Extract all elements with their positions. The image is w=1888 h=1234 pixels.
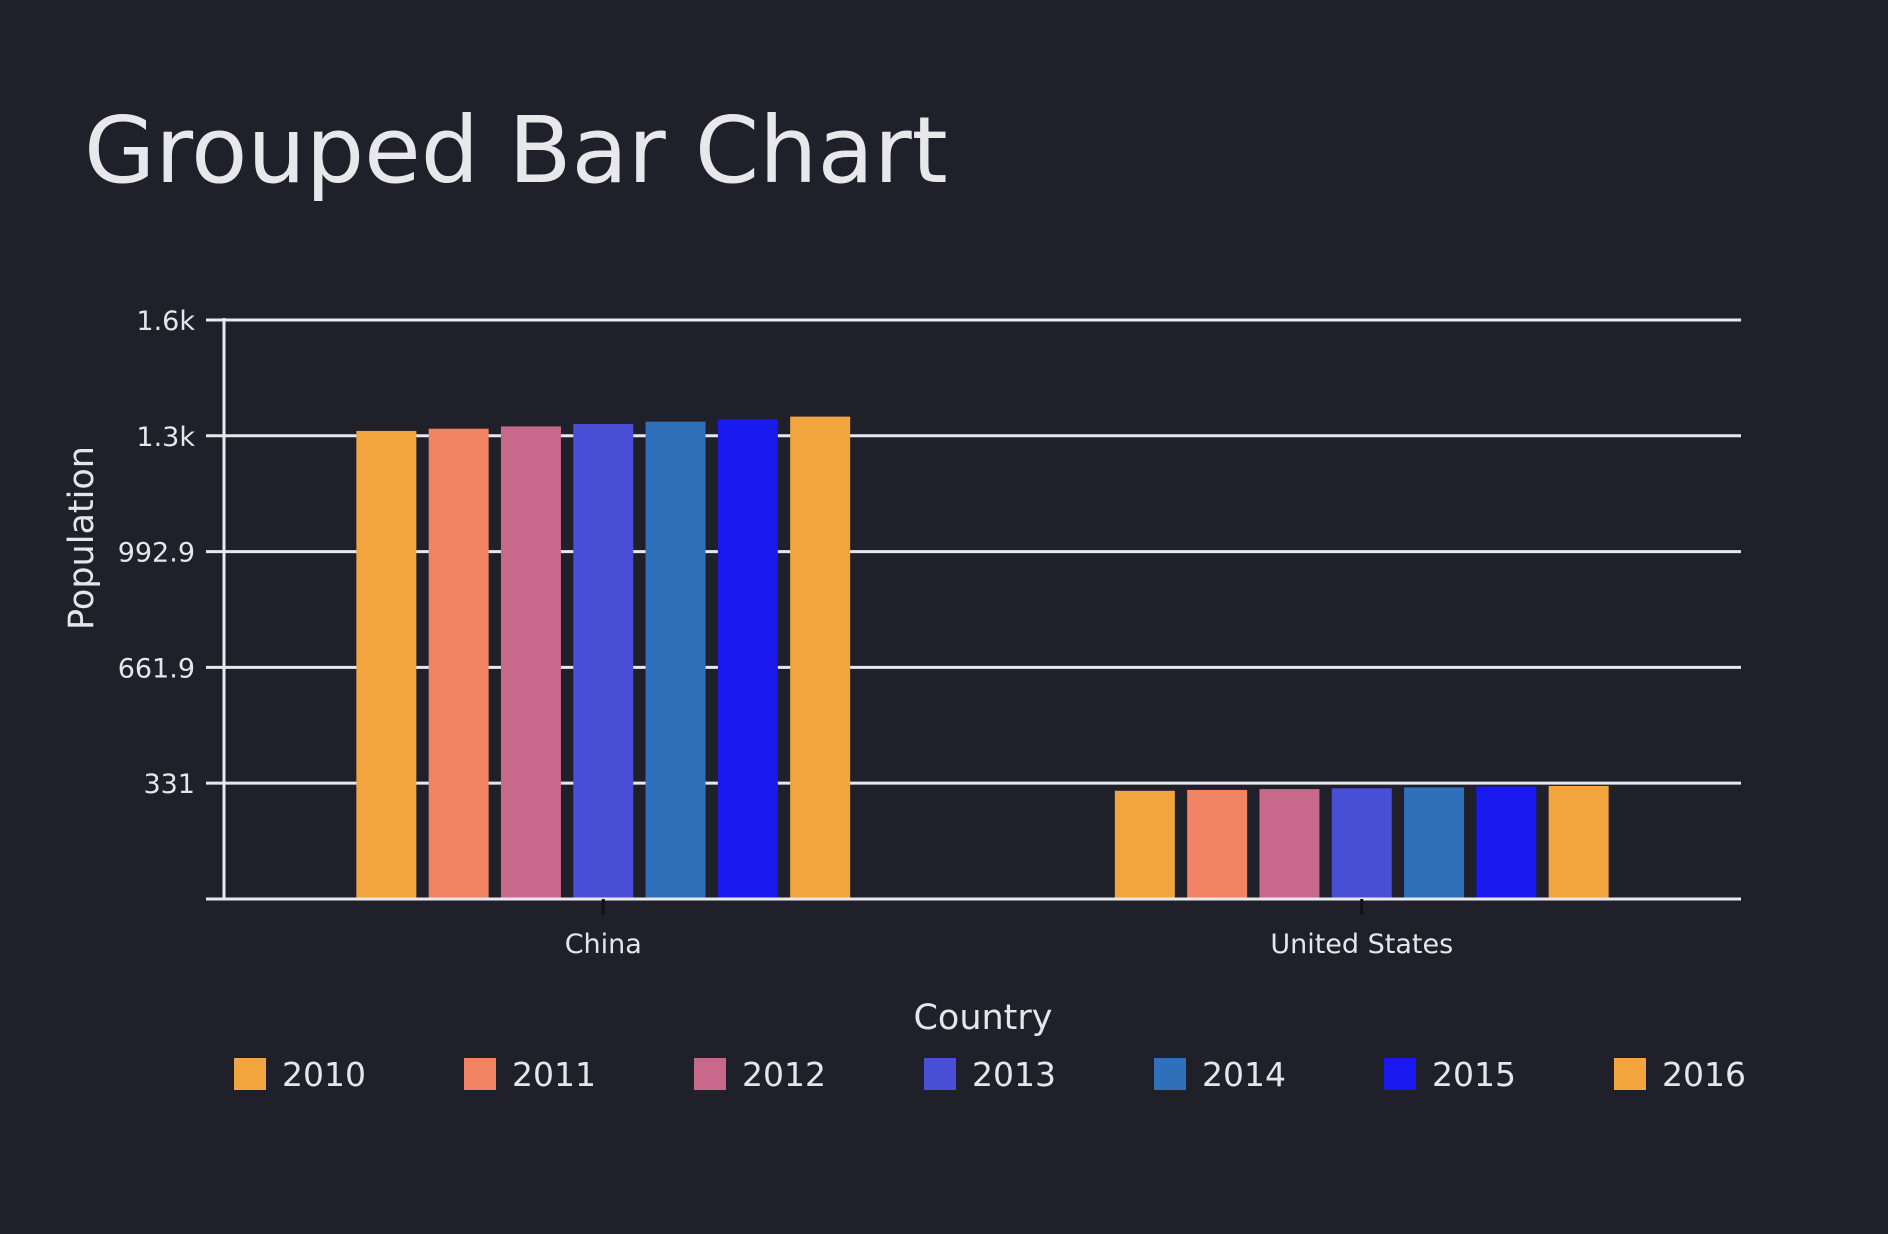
legend-label: 2014	[1202, 1055, 1286, 1094]
bar-china-2011[interactable]	[428, 428, 489, 899]
legend-label: 2015	[1432, 1055, 1516, 1094]
y-tick-labels: 331 661.9 992.9 1.3k 1.6k	[118, 306, 224, 901]
y-tick-label: 1.6k	[136, 306, 195, 337]
legend-item-2013[interactable]: 2013	[924, 1055, 1056, 1094]
legend-swatch	[1384, 1058, 1416, 1090]
legend-label: 2010	[282, 1055, 366, 1094]
bar-china-2012[interactable]	[500, 426, 561, 899]
bar-china-2016[interactable]	[790, 416, 851, 899]
bar-china-2015[interactable]	[717, 419, 778, 899]
legend-item-2016[interactable]: 2016	[1614, 1055, 1746, 1094]
bar-united-states-2010[interactable]	[1114, 790, 1175, 899]
bar-china-2010[interactable]	[356, 430, 417, 899]
bar-united-states-2016[interactable]	[1548, 785, 1609, 899]
legend-item-2010[interactable]: 2010	[234, 1055, 366, 1094]
legend-label: 2013	[972, 1055, 1056, 1094]
bar-united-states-2012[interactable]	[1259, 789, 1320, 899]
bar-united-states-2011[interactable]	[1187, 789, 1248, 899]
bar-china-2013[interactable]	[573, 424, 634, 899]
legend-item-2012[interactable]: 2012	[694, 1055, 826, 1094]
bar-china-2014[interactable]	[645, 421, 706, 899]
legend-item-2015[interactable]: 2015	[1384, 1055, 1516, 1094]
legend-item-2011[interactable]: 2011	[464, 1055, 596, 1094]
bar-united-states-2015[interactable]	[1476, 786, 1537, 899]
y-tick-label: 1.3k	[136, 422, 195, 453]
x-tick-label: United States	[1270, 929, 1453, 960]
legend-label: 2012	[742, 1055, 826, 1094]
legend-swatch	[464, 1058, 496, 1090]
y-tick-label: 661.9	[118, 653, 195, 684]
legend: 2010 2011 2012 2013 2014 2015 2016	[234, 1055, 1746, 1094]
axes	[222, 318, 1741, 901]
legend-swatch	[924, 1058, 956, 1090]
legend-swatch	[234, 1058, 266, 1090]
bar-united-states-2013[interactable]	[1331, 788, 1392, 899]
legend-label: 2016	[1662, 1055, 1746, 1094]
legend-item-2014[interactable]: 2014	[1154, 1055, 1286, 1094]
legend-swatch	[1154, 1058, 1186, 1090]
legend-label: 2011	[512, 1055, 596, 1094]
y-axis-title: Population	[62, 446, 102, 630]
x-axis-title: Country	[913, 998, 1052, 1038]
legend-swatch	[1614, 1058, 1646, 1090]
y-tick-label: 992.9	[118, 538, 195, 569]
x-tick-label: China	[565, 929, 642, 960]
bars	[356, 416, 1609, 899]
x-tick-labels: China United States	[565, 899, 1453, 960]
bar-united-states-2014[interactable]	[1404, 787, 1465, 899]
chart-title: Grouped Bar Chart	[84, 97, 948, 204]
legend-swatch	[694, 1058, 726, 1090]
y-tick-label: 331	[143, 769, 195, 800]
